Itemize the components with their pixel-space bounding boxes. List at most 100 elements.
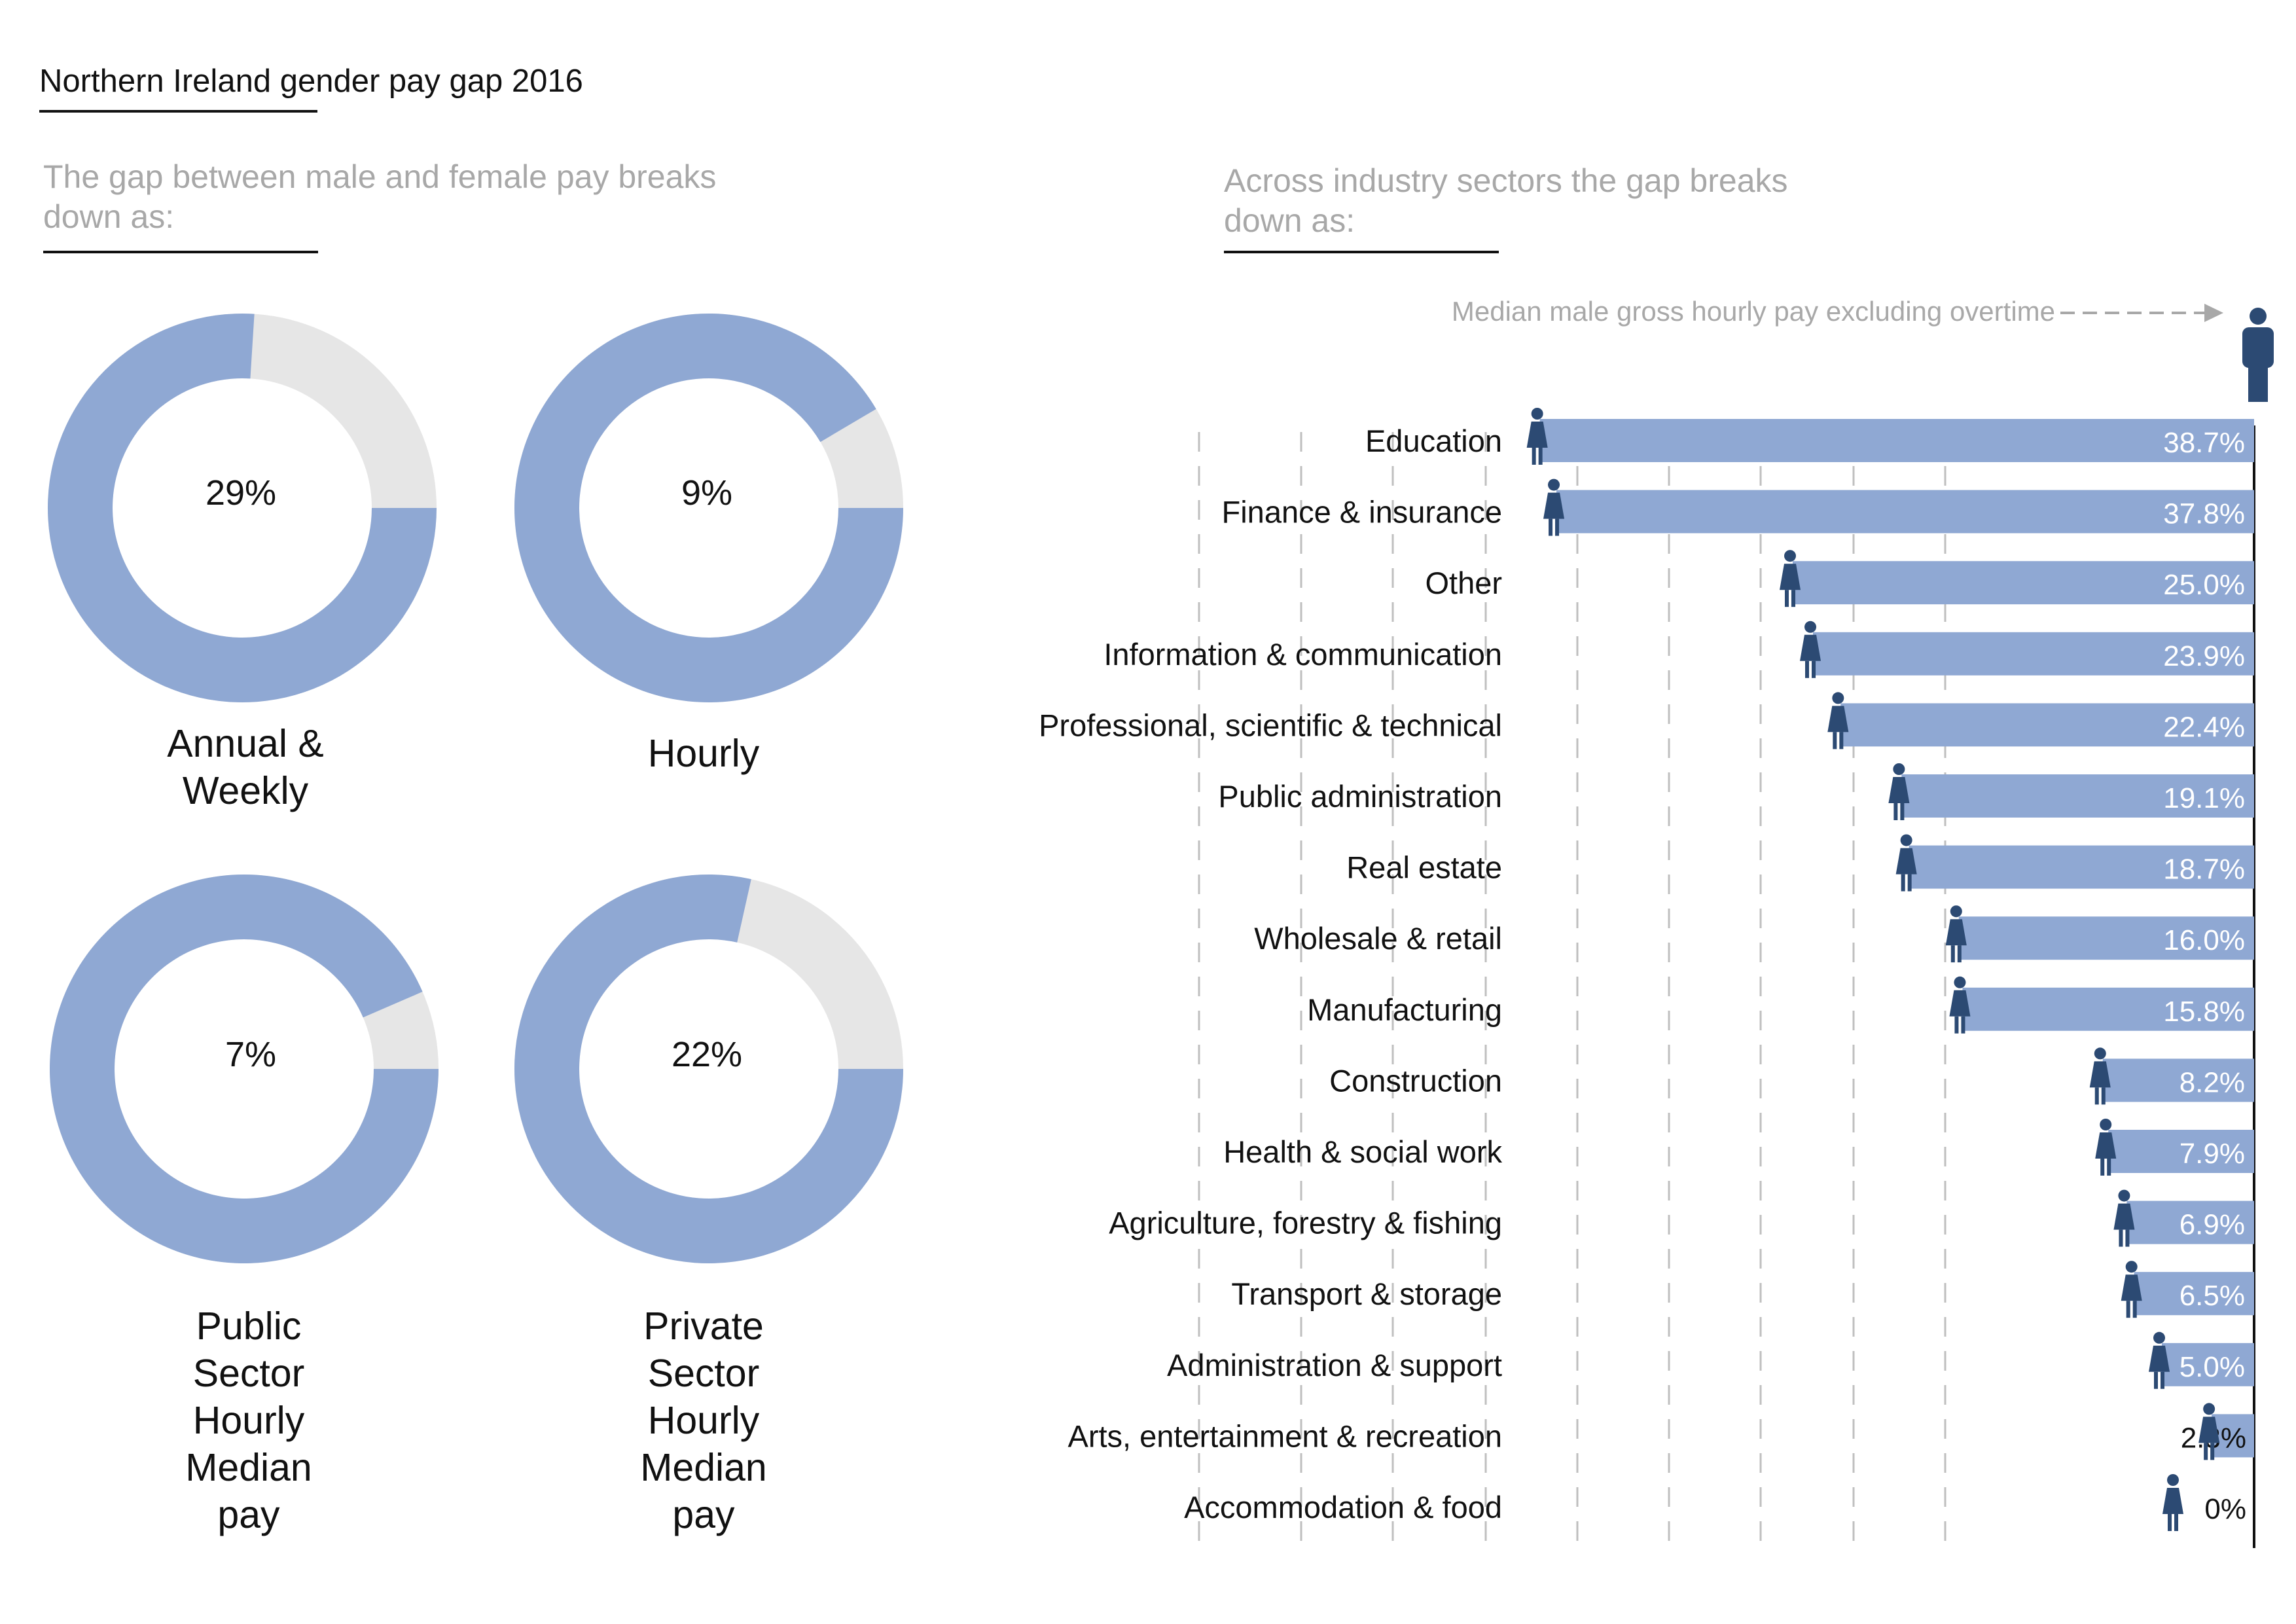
bar [1958, 916, 2254, 960]
category-label: Public administration [1218, 779, 1502, 814]
bar-row: Transport & storage 6.5% [1231, 1261, 2254, 1318]
donut-value-hourly: 9% [681, 473, 733, 513]
bar [1539, 419, 2254, 462]
bar-row: Education 38.7% [1365, 408, 2254, 465]
category-label: Health & social work [1223, 1134, 1502, 1169]
bar-row: Other 25.0% [1425, 550, 2254, 607]
female-person-icon [1800, 621, 1821, 678]
female-person-icon [1949, 976, 1971, 1034]
value-label: 8.2% [2179, 1066, 2245, 1098]
value-label: 5.0% [2179, 1351, 2245, 1383]
category-label: Agriculture, forestry & fishing [1109, 1206, 1502, 1240]
donut-label-private-sector: Private Sector Hourly Median pay [640, 1305, 767, 1536]
value-label: 15.8% [2163, 996, 2245, 1028]
donut-value-public-sector: 7% [224, 1035, 277, 1074]
right-subtitle: Across industry sectors the gap breaks d… [1224, 162, 1788, 239]
donut-label-hourly: Hourly [647, 732, 760, 775]
female-person-icon [2149, 1331, 2170, 1389]
male-person-icon [2242, 308, 2274, 402]
category-label: Real estate [1346, 850, 1502, 885]
female-person-icon [2113, 1189, 2135, 1247]
left-subtitle-underline [43, 251, 318, 253]
value-label: 0% [2204, 1493, 2246, 1525]
bar-row: Manufacturing 15.8% [1307, 976, 2254, 1034]
donut-label-annual-weekly: Annual & Weekly [167, 722, 324, 812]
female-person-icon [2162, 1474, 2183, 1531]
category-label: Finance & insurance [1222, 495, 1502, 530]
donut-charts [47, 313, 903, 1264]
bar-row: Construction 8.2% [1329, 1047, 2254, 1105]
donut-gap-slice-hourly [514, 313, 903, 702]
bar-row: Information & communication 23.9% [1103, 621, 2254, 678]
bar [2162, 1343, 2254, 1386]
bar-row: Wholesale & retail 16.0% [1254, 905, 2254, 963]
bar-row: Health & social work 7.9% [1223, 1119, 2254, 1176]
bar-row: Administration & support 5.0% [1167, 1331, 2254, 1389]
category-label: Construction [1329, 1063, 1502, 1098]
title-underline [39, 110, 317, 113]
donut-value-private-sector: 22% [671, 1035, 743, 1074]
value-label: 25.0% [2163, 569, 2245, 601]
donut-gap-slice-annual-weekly [47, 314, 437, 702]
value-label: 6.9% [2179, 1209, 2245, 1241]
bar-row: Finance & insurance 37.8% [1222, 478, 2254, 536]
donut-annual-weekly [47, 314, 437, 702]
sector-bar-chart: Median male gross hourly pay excluding o… [1039, 296, 2274, 1548]
chart-annotation: Median male gross hourly pay excluding o… [1452, 296, 2055, 327]
bar [1909, 845, 2254, 889]
value-label: 6.5% [2179, 1280, 2245, 1312]
female-person-icon [2121, 1261, 2142, 1318]
bar [2134, 1272, 2254, 1316]
value-label: 37.8% [2163, 498, 2245, 530]
female-person-icon [1543, 478, 1565, 536]
value-label: 18.7% [2163, 854, 2245, 886]
value-label: 23.9% [2163, 640, 2245, 672]
bar [1793, 561, 2254, 605]
female-person-icon [1827, 692, 1849, 749]
donut-private-sector [514, 874, 903, 1263]
donut-value-annual-weekly: 29% [205, 473, 277, 513]
bar [1840, 703, 2254, 747]
category-label: Arts, entertainment & recreation [1067, 1418, 1502, 1453]
category-label: Other [1425, 566, 1502, 600]
category-label: Transport & storage [1231, 1276, 1502, 1311]
donut-public-sector [50, 875, 439, 1264]
category-label: Wholesale & retail [1254, 921, 1502, 956]
female-person-icon [2089, 1047, 2111, 1105]
bar-row: Arts, entertainment & recreation2.3% [1067, 1403, 2254, 1460]
bar [2212, 1414, 2254, 1458]
category-label: Information & communication [1103, 637, 1502, 672]
annotation-arrowhead [2204, 304, 2223, 322]
female-person-icon [1895, 834, 1917, 892]
bar [1813, 632, 2254, 676]
bar-row: Agriculture, forestry & fishing 6.9% [1109, 1189, 2254, 1247]
value-label: 16.0% [2163, 924, 2245, 956]
right-subtitle-underline [1224, 251, 1499, 253]
female-person-icon [2198, 1403, 2220, 1460]
bar-row: Accommodation & food 0% [1184, 1474, 2246, 1531]
bar-row: Professional, scientific & technical 22.4… [1039, 692, 2254, 749]
bar [2126, 1200, 2254, 1244]
bar [1962, 987, 2254, 1031]
category-label: Accommodation & food [1184, 1490, 1502, 1525]
value-label: 19.1% [2163, 782, 2245, 814]
category-label: Professional, scientific & technical [1039, 708, 1502, 742]
page-title: Northern Ireland gender pay gap 2016 [39, 63, 583, 99]
bar [2108, 1130, 2254, 1173]
value-label: 22.4% [2163, 711, 2245, 743]
category-label: Education [1365, 424, 1502, 458]
left-subtitle: The gap between male and female pay brea… [43, 158, 717, 235]
bar [1556, 490, 2254, 533]
bar [2102, 1058, 2254, 1102]
donut-label-public-sector: Public Sector Hourly Median pay [185, 1305, 312, 1536]
value-label: 7.9% [2179, 1138, 2245, 1170]
category-label: Manufacturing [1307, 992, 1502, 1027]
female-person-icon [1780, 550, 1801, 607]
bar-row: Public administration 19.1% [1218, 763, 2254, 820]
bar [1901, 774, 2254, 818]
category-label: Administration & support [1167, 1348, 1502, 1382]
value-label: 38.7% [2163, 427, 2245, 459]
female-person-icon [1526, 408, 1548, 465]
bar-row: Real estate 18.7% [1346, 834, 2254, 892]
female-person-icon [1945, 905, 1967, 963]
